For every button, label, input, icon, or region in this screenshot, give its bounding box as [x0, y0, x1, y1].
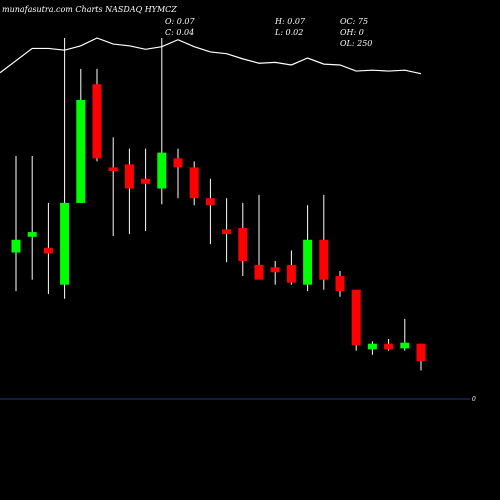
oh-stat: OH: 0 [340, 28, 364, 37]
candle-body-up [76, 100, 86, 203]
candle-body-down [189, 167, 199, 199]
candle-body-down [351, 289, 361, 346]
candle-body-down [108, 167, 118, 172]
candle-body-up [11, 239, 21, 253]
candle-body-down [286, 264, 296, 283]
candle-body-down [384, 343, 394, 350]
zero-axis-label: 0 [472, 396, 476, 403]
chart-title: munafasutra.com Charts NASDAQ HYMCZ [2, 5, 177, 14]
candle-body-down [270, 267, 280, 273]
candle-body-up [303, 239, 313, 285]
low-stat: L: 0.02 [274, 28, 303, 37]
close-stat: C: 0.04 [165, 28, 194, 37]
candle-body-down [319, 239, 329, 280]
candle-body-down [254, 264, 264, 280]
candle-body-up [60, 202, 70, 285]
candle-body-down [335, 275, 345, 292]
candle-body-down [141, 178, 151, 184]
candle-body-down [173, 158, 183, 168]
candle-body-up [367, 343, 377, 350]
candle-body-down [222, 229, 232, 235]
candle-body-up [400, 342, 410, 349]
candle-body-up [27, 232, 37, 237]
candle-body-down [124, 164, 134, 189]
chart-header: munafasutra.com Charts NASDAQ HYMCZ O: 0… [2, 5, 372, 48]
ol-stat: OL: 250 [340, 39, 372, 48]
candle-body-up [157, 152, 167, 189]
candle-body-down [43, 247, 53, 254]
overlay-line-series [0, 37, 422, 75]
oc-stat: OC: 75 [340, 17, 368, 26]
candle-body-down [238, 228, 248, 261]
candle-body-down [205, 198, 215, 206]
open-stat: O: 0.07 [165, 17, 196, 26]
candles-group [11, 38, 426, 371]
candle-body-down [416, 343, 426, 362]
candle-body-down [92, 84, 102, 159]
high-stat: H: 0.07 [274, 17, 306, 26]
